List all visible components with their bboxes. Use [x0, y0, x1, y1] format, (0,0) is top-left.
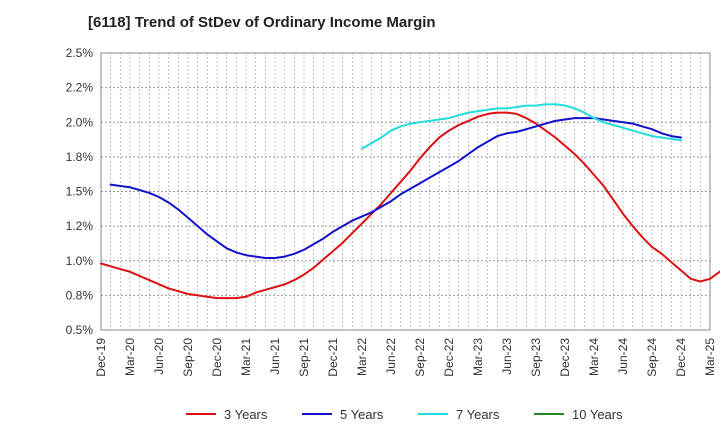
y-tick-label: 2.0% [66, 115, 94, 129]
x-tick-label: Dec-24 [674, 338, 688, 377]
x-tick-label: Mar-20 [123, 338, 137, 376]
x-tick-label: Dec-23 [558, 338, 572, 377]
x-tick-label: Jun-22 [384, 338, 398, 375]
x-tick-label: Jun-20 [152, 338, 166, 375]
y-tick-label: 0.5% [66, 323, 94, 337]
x-tick-label: Sep-21 [297, 338, 311, 377]
x-tick-label: Dec-21 [326, 338, 340, 377]
chart-title: [6118] Trend of StDev of Ordinary Income… [88, 14, 436, 31]
x-tick-label: Jun-23 [500, 338, 514, 375]
series-line [361, 103, 682, 150]
y-tick-label: 1.0% [66, 254, 94, 268]
y-tick-label: 2.5% [66, 46, 94, 60]
x-tick-label: Dec-20 [210, 338, 224, 377]
x-tick-label: Mar-23 [471, 338, 485, 376]
x-tick-label: Dec-22 [442, 338, 456, 377]
series-line [100, 111, 720, 300]
x-tick-label: Mar-21 [239, 338, 253, 376]
y-tick-label: 0.8% [66, 288, 94, 302]
x-tick-label: Jun-21 [268, 338, 282, 375]
x-tick-label: Jun-24 [616, 338, 630, 375]
series-line [109, 117, 682, 259]
legend-label: 10 Years [572, 407, 623, 422]
y-tick-label: 1.2% [66, 219, 94, 233]
x-tick-label: Dec-19 [94, 338, 108, 377]
x-tick-label: Sep-22 [413, 338, 427, 377]
legend-label: 7 Years [456, 407, 500, 422]
y-tick-label: 1.5% [66, 185, 94, 199]
x-tick-label: Sep-20 [181, 338, 195, 377]
legend-label: 5 Years [340, 407, 384, 422]
x-tick-label: Sep-24 [645, 338, 659, 377]
plot-border [100, 52, 711, 331]
x-tick-label: Mar-24 [587, 338, 601, 376]
legend-label: 3 Years [224, 407, 268, 422]
x-tick-label: Sep-23 [529, 338, 543, 377]
y-tick-label: 2.2% [66, 81, 94, 95]
x-tick-label: Mar-25 [703, 338, 717, 376]
x-tick-label: Mar-22 [355, 338, 369, 376]
y-tick-label: 1.8% [66, 150, 94, 164]
